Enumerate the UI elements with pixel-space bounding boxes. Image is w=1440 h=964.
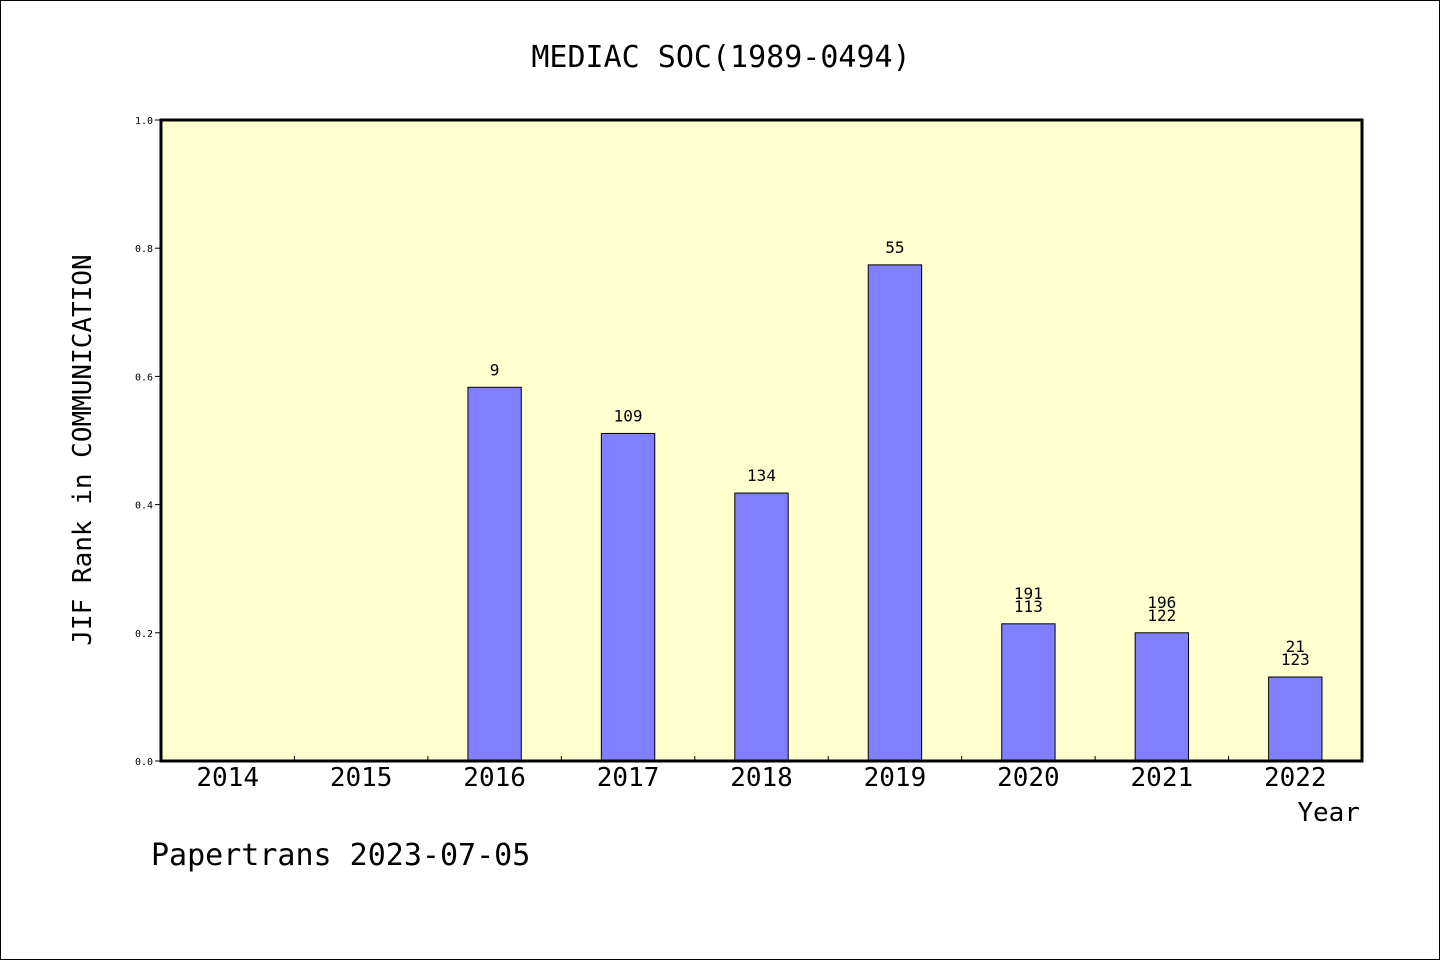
y-tick-label: 0.0 (135, 757, 153, 768)
x-tick-label: 2022 (1264, 763, 1327, 793)
bar-label: 21 (1286, 637, 1305, 656)
bar-2017 (600, 432, 656, 762)
plot-border (159, 118, 1364, 763)
bar-2022 (1268, 676, 1323, 762)
x-tick-label: 2018 (730, 763, 793, 793)
bar-2018 (734, 492, 789, 762)
x-tick-label: 2014 (196, 763, 259, 793)
x-tick-label: 2017 (597, 763, 660, 793)
ticks-layer: 2014 2015 2016 2017 2018 2019 2020 2021 2022 0.0 0… (135, 116, 1327, 793)
x-tick-label: 2015 (330, 763, 393, 793)
bar-2021 (1134, 632, 1190, 762)
bar-label: 196 (1147, 593, 1176, 612)
bar-label: 191 (1014, 584, 1043, 603)
bar-label: 113 (1014, 597, 1043, 616)
y-tick-label: 0.2 (135, 629, 153, 640)
bar-2020 (1001, 623, 1056, 762)
bars-layer (467, 264, 1323, 762)
bar-label: 123 (1281, 650, 1310, 669)
x-tick-label: 2020 (997, 763, 1060, 793)
y-axis-label: JIF Rank in COMMUNICATION (68, 254, 98, 645)
bar-2019 (867, 264, 923, 762)
bar-label: 55 (885, 238, 904, 257)
x-tick-label: 2019 (864, 763, 927, 793)
bar-label: 122 (1147, 606, 1176, 625)
y-tick-label: 0.4 (135, 501, 153, 512)
bar-2016 (467, 386, 522, 762)
x-tick-label: 2016 (463, 763, 526, 793)
y-tick-label: 0.6 (135, 372, 153, 383)
x-tick-label: 2021 (1131, 763, 1194, 793)
chart-title: MEDIAC SOC(1989-0494) (531, 40, 910, 75)
y-tick-label: 1.0 (135, 116, 153, 127)
bar-label: 109 (614, 406, 643, 425)
y-tick-label: 0.8 (135, 244, 153, 255)
x-axis-label: Year (1297, 798, 1360, 828)
bar-label: 9 (490, 360, 500, 379)
footer-text: Papertrans 2023-07-05 (151, 838, 530, 873)
bar-label: 134 (747, 466, 776, 485)
